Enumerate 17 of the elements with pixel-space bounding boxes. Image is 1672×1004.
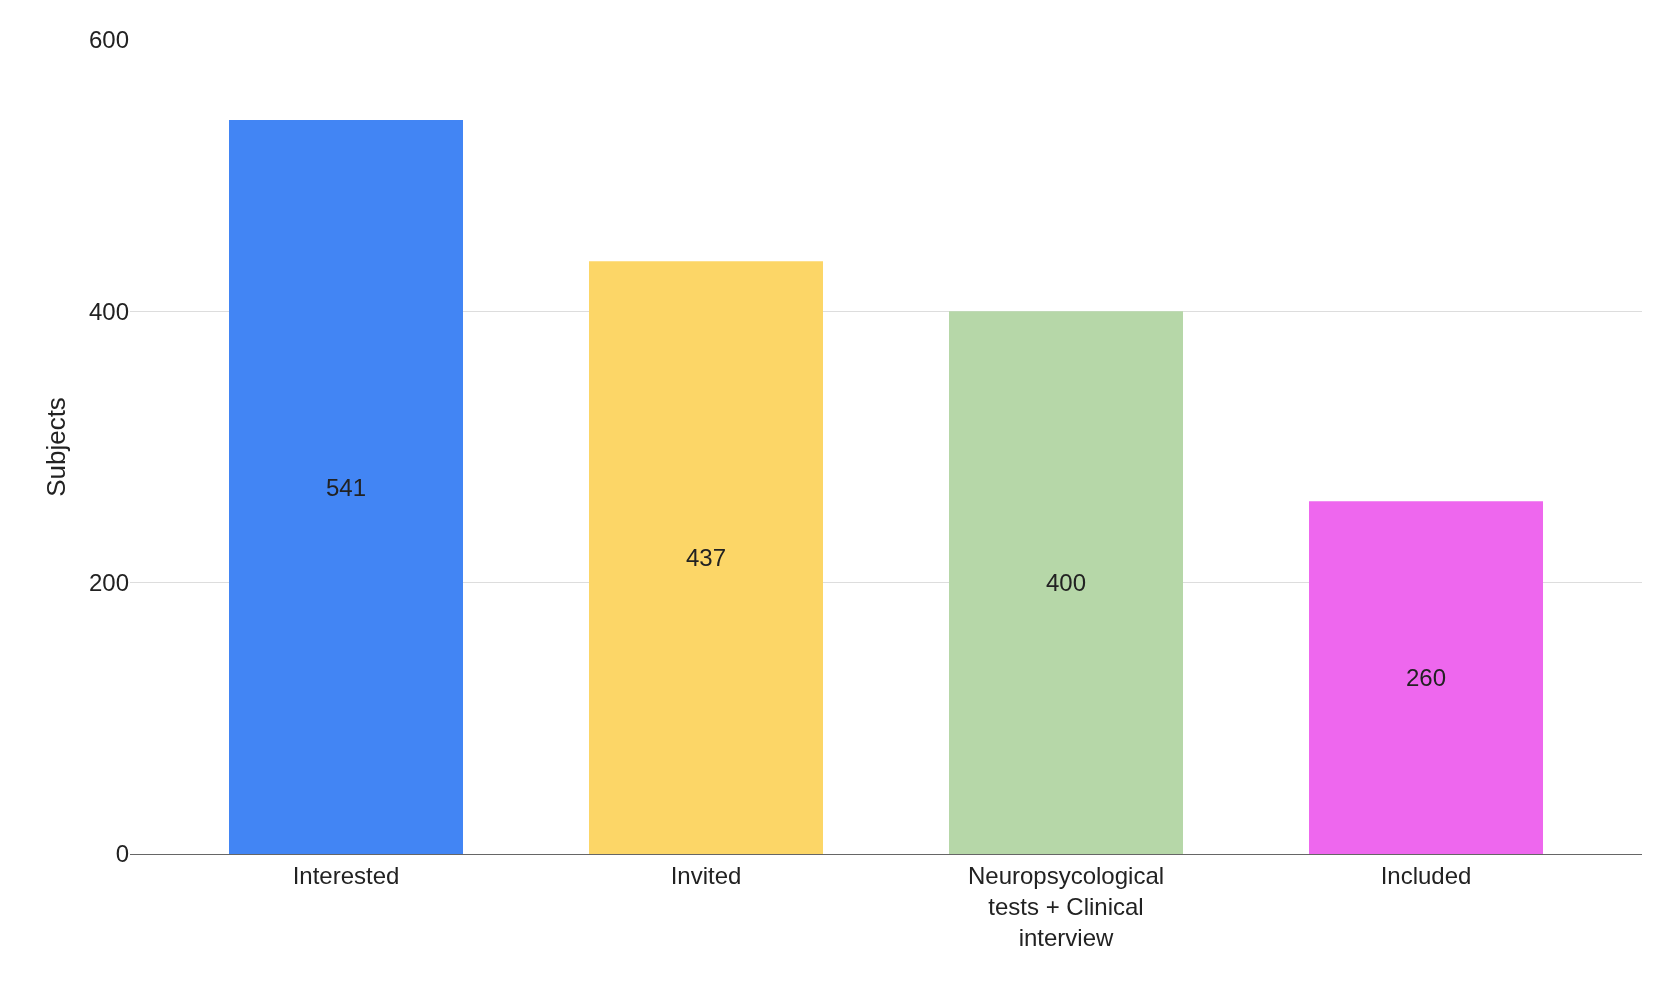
x-tick-label: Neuropsycological tests + Clinical interview [967,861,1165,952]
x-tick-label: Interested [292,861,400,889]
y-tick-label: 0 [115,840,129,868]
bar [229,120,463,854]
data-label: 541 [325,473,367,501]
data-label: 260 [1405,664,1447,692]
data-label: 400 [1045,569,1087,597]
y-tick-label: 200 [88,569,129,597]
x-tick-label: Invited [670,861,742,889]
y-tick-label: 600 [88,26,129,54]
data-label: 437 [685,544,727,572]
x-tick-label: Included [1380,861,1472,889]
bar [1309,501,1543,854]
y-tick-label: 400 [88,297,129,325]
bar [589,261,823,854]
y-axis-title: Subjects [41,397,72,497]
bar [949,311,1183,854]
